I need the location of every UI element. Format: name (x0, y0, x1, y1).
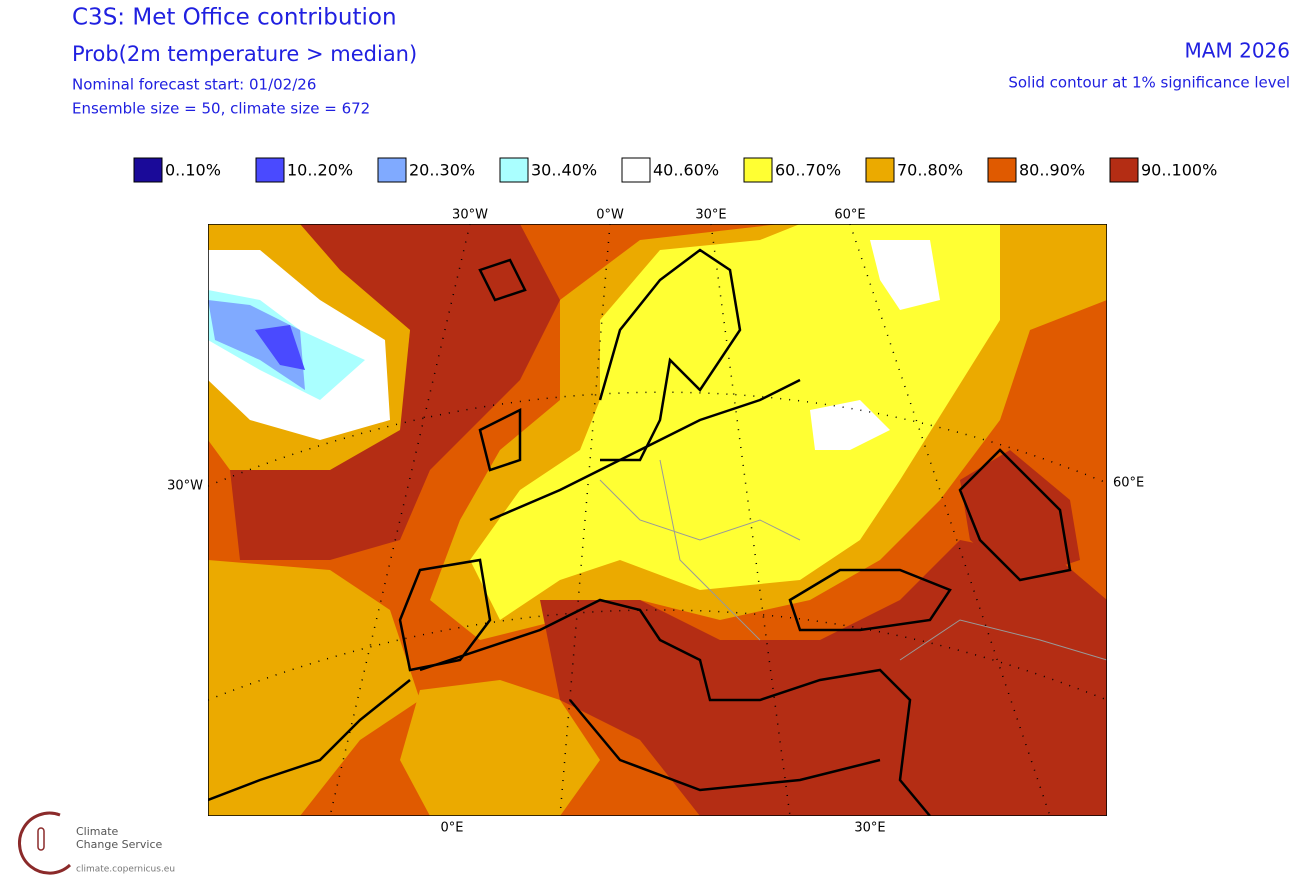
logo-text: Change Service (76, 838, 162, 851)
logo-url: climate.copernicus.eu (76, 865, 175, 875)
logo-text: Climate (76, 825, 119, 838)
legend-label: 70..80% (897, 161, 963, 180)
legend-swatch (255, 157, 285, 183)
axis-labels: 30°W 0°W 30°E 60°E 30°W 60°E 0°E 30°E (167, 208, 1144, 836)
title: C3S: Met Office contribution (72, 5, 397, 31)
right-label: 60°E (1113, 476, 1144, 491)
legend-swatch (743, 157, 773, 183)
region-40-60 (870, 240, 940, 310)
season: MAM 2026 (1185, 39, 1290, 63)
region-20-30 (208, 300, 305, 390)
logo-ring (18, 811, 72, 875)
legend-label: 90..100% (1141, 161, 1217, 180)
top-label: 0°W (596, 208, 624, 223)
legend-label: 80..90% (1019, 161, 1085, 180)
legend-swatch (865, 157, 895, 183)
legend-label: 60..70% (775, 161, 841, 180)
significance-note: Solid contour at 1% significance level (1008, 74, 1290, 92)
legend-label: 20..30% (409, 161, 475, 180)
top-label: 60°E (834, 208, 865, 223)
coastlines (208, 248, 1072, 816)
top-label: 30°W (452, 208, 488, 223)
legend-swatch (987, 157, 1017, 183)
left-label: 30°W (167, 479, 203, 494)
bottom-label: 30°E (854, 821, 885, 836)
region-90-100 (230, 224, 560, 560)
legend-label: 30..40% (531, 161, 597, 180)
legend-swatch (133, 157, 163, 183)
logo-thermometer (37, 827, 45, 851)
region-70-80 (400, 680, 600, 816)
region-10-20 (255, 325, 305, 370)
legend-label: 0..10% (165, 161, 221, 180)
map (208, 224, 1107, 816)
legend-swatch (621, 157, 651, 183)
bottom-label: 0°E (441, 821, 464, 836)
legend-swatch (377, 157, 407, 183)
logo: Climate Change Service climate.copernicu… (18, 811, 175, 875)
forecast-start: Nominal forecast start: 01/02/26 (72, 76, 316, 94)
graticule (208, 224, 1107, 816)
borders (599, 459, 1107, 661)
legend: 0..10% 10..20% 20..30% 30..40% 40..60% 60..70… (133, 157, 1217, 183)
legend-label: 40..60% (653, 161, 719, 180)
legend-swatch (1109, 157, 1139, 183)
legend-label: 10..20% (287, 161, 353, 180)
region-90-100 (960, 450, 1080, 580)
region-90-100 (540, 540, 1107, 816)
ensemble-size: Ensemble size = 50, climate size = 672 (72, 100, 370, 118)
legend-swatch (499, 157, 529, 183)
region-70-80 (208, 560, 420, 816)
region-60-70 (470, 224, 1000, 620)
subtitle: Prob(2m temperature > median) (72, 42, 417, 66)
top-label: 30°E (695, 208, 726, 223)
